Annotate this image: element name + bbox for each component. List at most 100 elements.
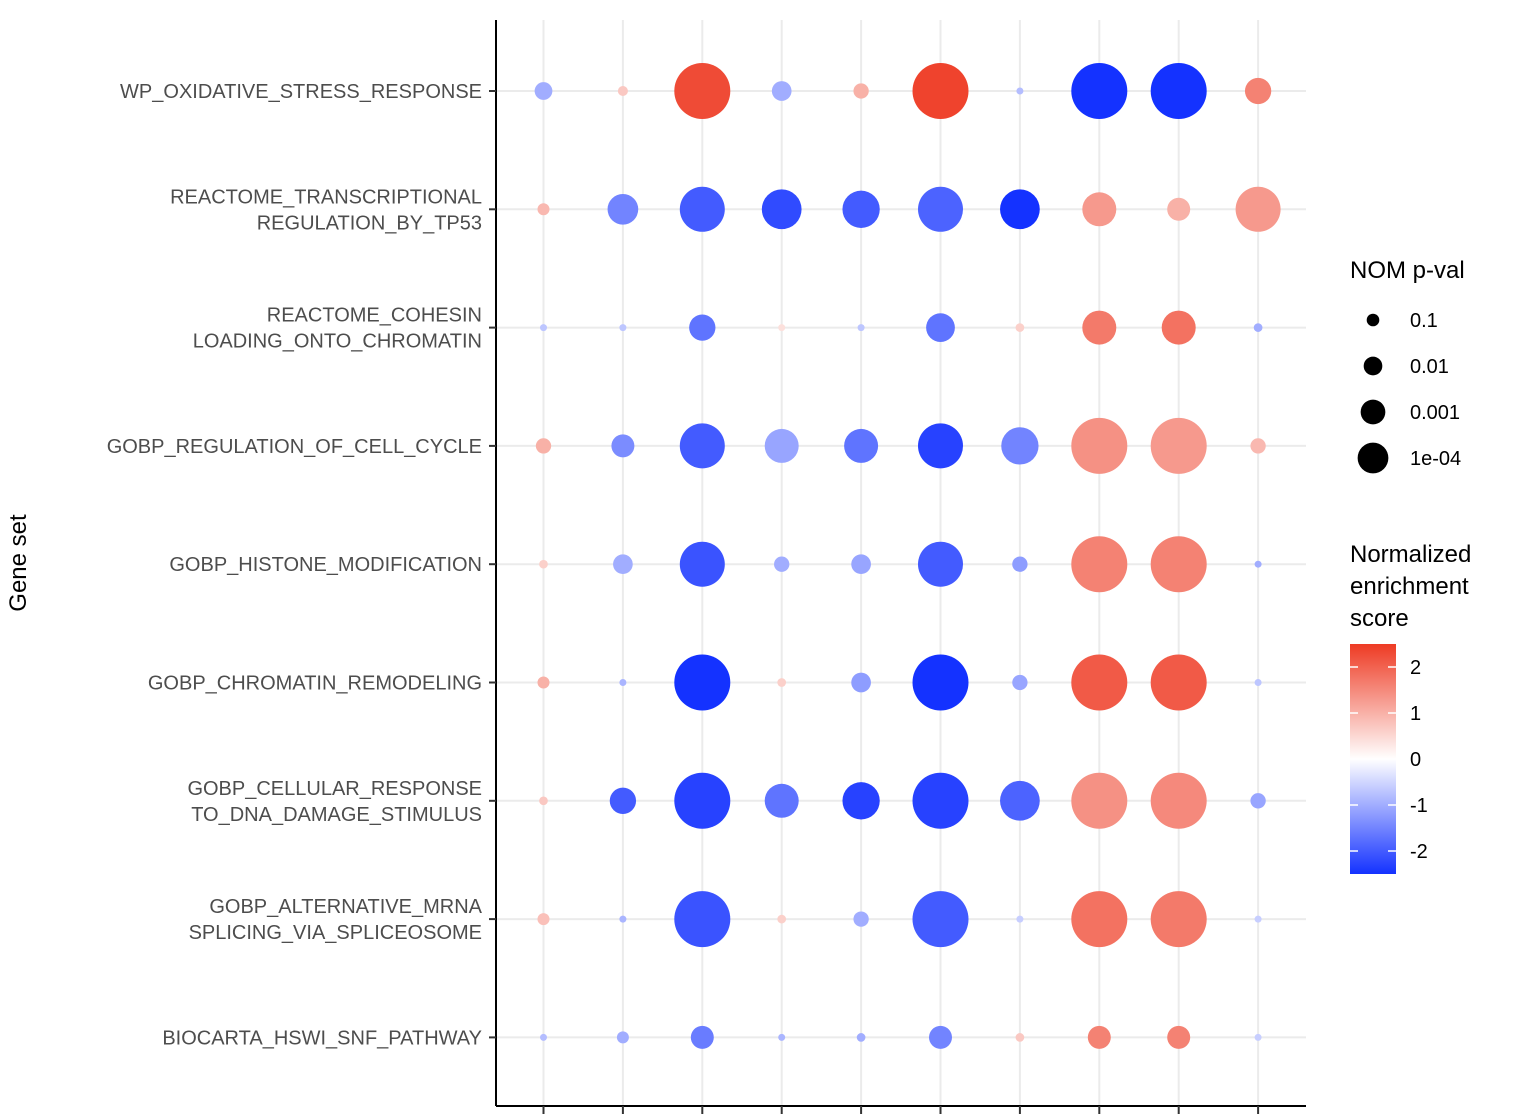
data-point	[619, 324, 627, 332]
data-point	[539, 559, 548, 569]
y-axis-title: Gene set	[5, 514, 32, 612]
x-axis-ticks	[542, 1106, 1260, 1114]
data-point	[1015, 1033, 1025, 1042]
data-point	[1071, 417, 1128, 474]
data-point	[1150, 536, 1207, 593]
y-tick-label: GOBP_ALTERNATIVE_MRNA	[209, 896, 482, 918]
data-point	[1254, 915, 1262, 923]
color-legend-label: 0	[1410, 749, 1421, 771]
data-point	[619, 679, 627, 686]
data-point	[1150, 417, 1207, 474]
data-point	[1244, 77, 1272, 105]
data-point	[912, 63, 969, 119]
data-point	[1001, 427, 1039, 465]
data-point	[617, 85, 628, 97]
data-point	[619, 915, 627, 923]
y-tick-label: GOBP_CHROMATIN_REMODELING	[148, 673, 482, 695]
size-legend-label: 0.1	[1410, 310, 1438, 332]
color-legend-title-line-3: score	[1350, 605, 1409, 632]
data-point	[1167, 197, 1191, 221]
data-point	[842, 190, 880, 228]
data-point	[778, 324, 786, 332]
data-point	[851, 672, 871, 693]
data-point	[764, 428, 799, 463]
data-point	[689, 314, 716, 341]
data-point	[1087, 1025, 1111, 1049]
data-point	[535, 438, 552, 454]
size-legend-key	[1357, 442, 1389, 474]
size-legend: NOM p-val 0.1 0.01 0.001 1e-04	[1350, 257, 1465, 474]
data-point	[761, 189, 802, 230]
data-point	[1250, 438, 1266, 454]
data-point	[1071, 772, 1128, 829]
data-point	[674, 772, 731, 829]
axes	[495, 20, 1306, 1107]
y-axis-labels: WP_OXIDATIVE_STRESS_RESPONSE REACTOME_TRA…	[107, 81, 496, 1049]
data-point	[607, 193, 639, 225]
data-point	[842, 782, 880, 820]
data-point	[777, 914, 787, 924]
y-tick-label: LOADING_ONTO_CHROMATIN	[193, 331, 482, 353]
data-point	[851, 554, 871, 575]
data-point	[918, 186, 963, 232]
data-point	[912, 891, 969, 948]
data-point	[1082, 310, 1117, 345]
y-tick-label: GOBP_HISTONE_MODIFICATION	[169, 554, 482, 576]
data-point	[1254, 679, 1262, 686]
data-point	[1071, 63, 1128, 119]
data-point	[674, 891, 731, 948]
data-point	[1016, 87, 1024, 95]
y-tick-label: GOBP_CELLULAR_RESPONSE	[187, 778, 482, 800]
data-point	[1150, 654, 1207, 711]
data-point	[774, 556, 790, 572]
data-point	[1015, 323, 1025, 332]
data-point	[1071, 536, 1128, 593]
data-point	[926, 313, 955, 342]
data-point	[1071, 654, 1128, 711]
data-point	[857, 324, 865, 332]
data-point	[1000, 780, 1040, 821]
data-point	[1254, 560, 1262, 568]
data-point	[540, 324, 547, 332]
data-point	[918, 423, 963, 469]
data-point	[1250, 793, 1266, 809]
size-legend-label: 0.001	[1410, 402, 1460, 424]
data-point	[679, 541, 725, 587]
data-point	[777, 678, 787, 687]
y-tick-label: WP_OXIDATIVE_STRESS_RESPONSE	[120, 81, 482, 103]
data-point	[679, 186, 725, 232]
y-tick-label: GOBP_REGULATION_OF_CELL_CYCLE	[107, 436, 482, 458]
y-tick-label: REACTOME_TRANSCRIPTIONAL	[170, 186, 482, 208]
data-point	[771, 81, 792, 101]
data-point	[679, 423, 725, 469]
data-point	[1235, 186, 1281, 232]
data-point	[764, 783, 799, 818]
size-legend-title: NOM p-val	[1350, 257, 1465, 284]
size-legend-key	[1366, 313, 1380, 327]
data-point	[1254, 1033, 1262, 1041]
data-point	[1012, 674, 1028, 691]
data-point	[1150, 891, 1207, 948]
y-tick-label: REACTOME_COHESIN	[267, 305, 482, 327]
data-points	[534, 63, 1281, 1049]
y-tick-label: SPLICING_VIA_SPLICEOSOME	[189, 922, 482, 944]
data-point	[537, 913, 550, 926]
data-point	[616, 1031, 629, 1044]
color-legend-label: 1	[1410, 703, 1421, 725]
data-point	[1167, 1025, 1191, 1049]
data-point	[1012, 556, 1028, 572]
data-point	[690, 1025, 714, 1049]
data-point	[674, 63, 731, 119]
data-point	[534, 82, 553, 100]
color-legend-title-line-2: enrichment	[1350, 573, 1469, 600]
data-point	[929, 1025, 952, 1049]
data-point	[853, 83, 869, 99]
data-point	[537, 203, 550, 216]
data-point	[856, 1033, 866, 1042]
data-point	[1150, 772, 1207, 829]
y-tick-label: BIOCARTA_HSWI_SNF_PATHWAY	[162, 1027, 482, 1049]
data-point	[613, 554, 633, 575]
data-point	[1071, 891, 1128, 948]
size-legend-label: 0.01	[1410, 356, 1449, 378]
